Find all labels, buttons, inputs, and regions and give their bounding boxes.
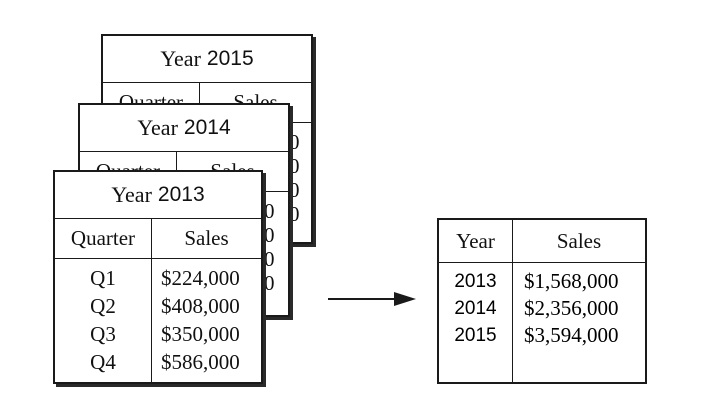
year-2015-title-year: 2015 [206,47,254,70]
year-cell: 2014 [454,297,497,319]
year-2014-peek-digit: 0 [264,247,275,271]
quarter-cell: Q1 [90,265,116,290]
year-2013-rows: Q1 $224,000 Q2 $408,000 Q3 $350,000 Q4 $… [55,264,261,376]
year-2014-title-word: Year [137,115,178,140]
quarter-cell: Q4 [90,349,116,374]
year-2013-card: Year 2013 Quarter Sales Q1 $224,000 Q2 $… [53,170,263,384]
year-cell: 2015 [454,324,497,346]
table-row: Q2 $408,000 [55,292,261,320]
table-row: 2015 $3,594,000 [439,322,645,349]
year-2013-title-word: Year [111,182,152,207]
table-row: Q1 $224,000 [55,264,261,292]
summary-column-divider [512,262,513,382]
year-2014-peek-digit: 0 [264,199,275,223]
year-cell: 2013 [454,270,497,292]
summary-year-header: Year [439,220,513,262]
year-2015-title: Year 2015 [103,36,311,83]
year-2013-title-year: 2013 [157,183,205,206]
sales-cell: $224,000 [161,265,240,290]
table-row: Q4 $586,000 [55,348,261,376]
summary-column-headers: Year Sales [439,220,645,263]
year-2015-peek-digit: 0 [289,154,300,178]
table-row: 2014 $2,356,000 [439,295,645,322]
sales-cell: $350,000 [161,321,240,346]
year-2015-peek-digit: 0 [289,130,300,154]
table-row: Q3 $350,000 [55,320,261,348]
year-2013-column-divider [151,258,152,382]
table-row: 2013 $1,568,000 [439,268,645,295]
year-2015-title-word: Year [160,46,201,71]
year-2014-peek-digit: 0 [264,223,275,247]
quarter-cell: Q3 [90,321,116,346]
year-2013-sales-header: Sales [184,225,229,250]
year-2015-peek-digit: 0 [289,202,300,226]
year-2014-peek-values: 0 0 0 0 [264,199,275,295]
sales-cell: $408,000 [161,293,240,318]
sales-cell: $2,356,000 [524,296,619,320]
quarter-cell: Q2 [90,293,116,318]
sales-cell: $3,594,000 [524,323,619,347]
year-2014-peek-digit: 0 [264,271,275,295]
year-2014-title-year: 2014 [183,116,231,139]
summary-rows: 2013 $1,568,000 2014 $2,356,000 2015 $3,… [439,268,645,349]
sales-cell: $1,568,000 [524,269,619,293]
year-2013-column-headers: Quarter Sales [55,218,261,259]
year-2014-title: Year 2014 [80,105,288,152]
sales-cell: $586,000 [161,349,240,374]
arrow-right-icon [328,298,398,300]
yearly-summary-table: Year Sales 2013 $1,568,000 2014 $2,356,0… [437,218,647,384]
year-2013-quarter-header: Quarter [55,218,152,258]
year-2015-peek-values: 0 0 0 0 [289,130,300,226]
arrow-head-icon [394,292,416,306]
summary-sales-header: Sales [556,228,602,253]
year-2013-title: Year 2013 [55,172,261,219]
year-2015-peek-digit: 0 [289,178,300,202]
